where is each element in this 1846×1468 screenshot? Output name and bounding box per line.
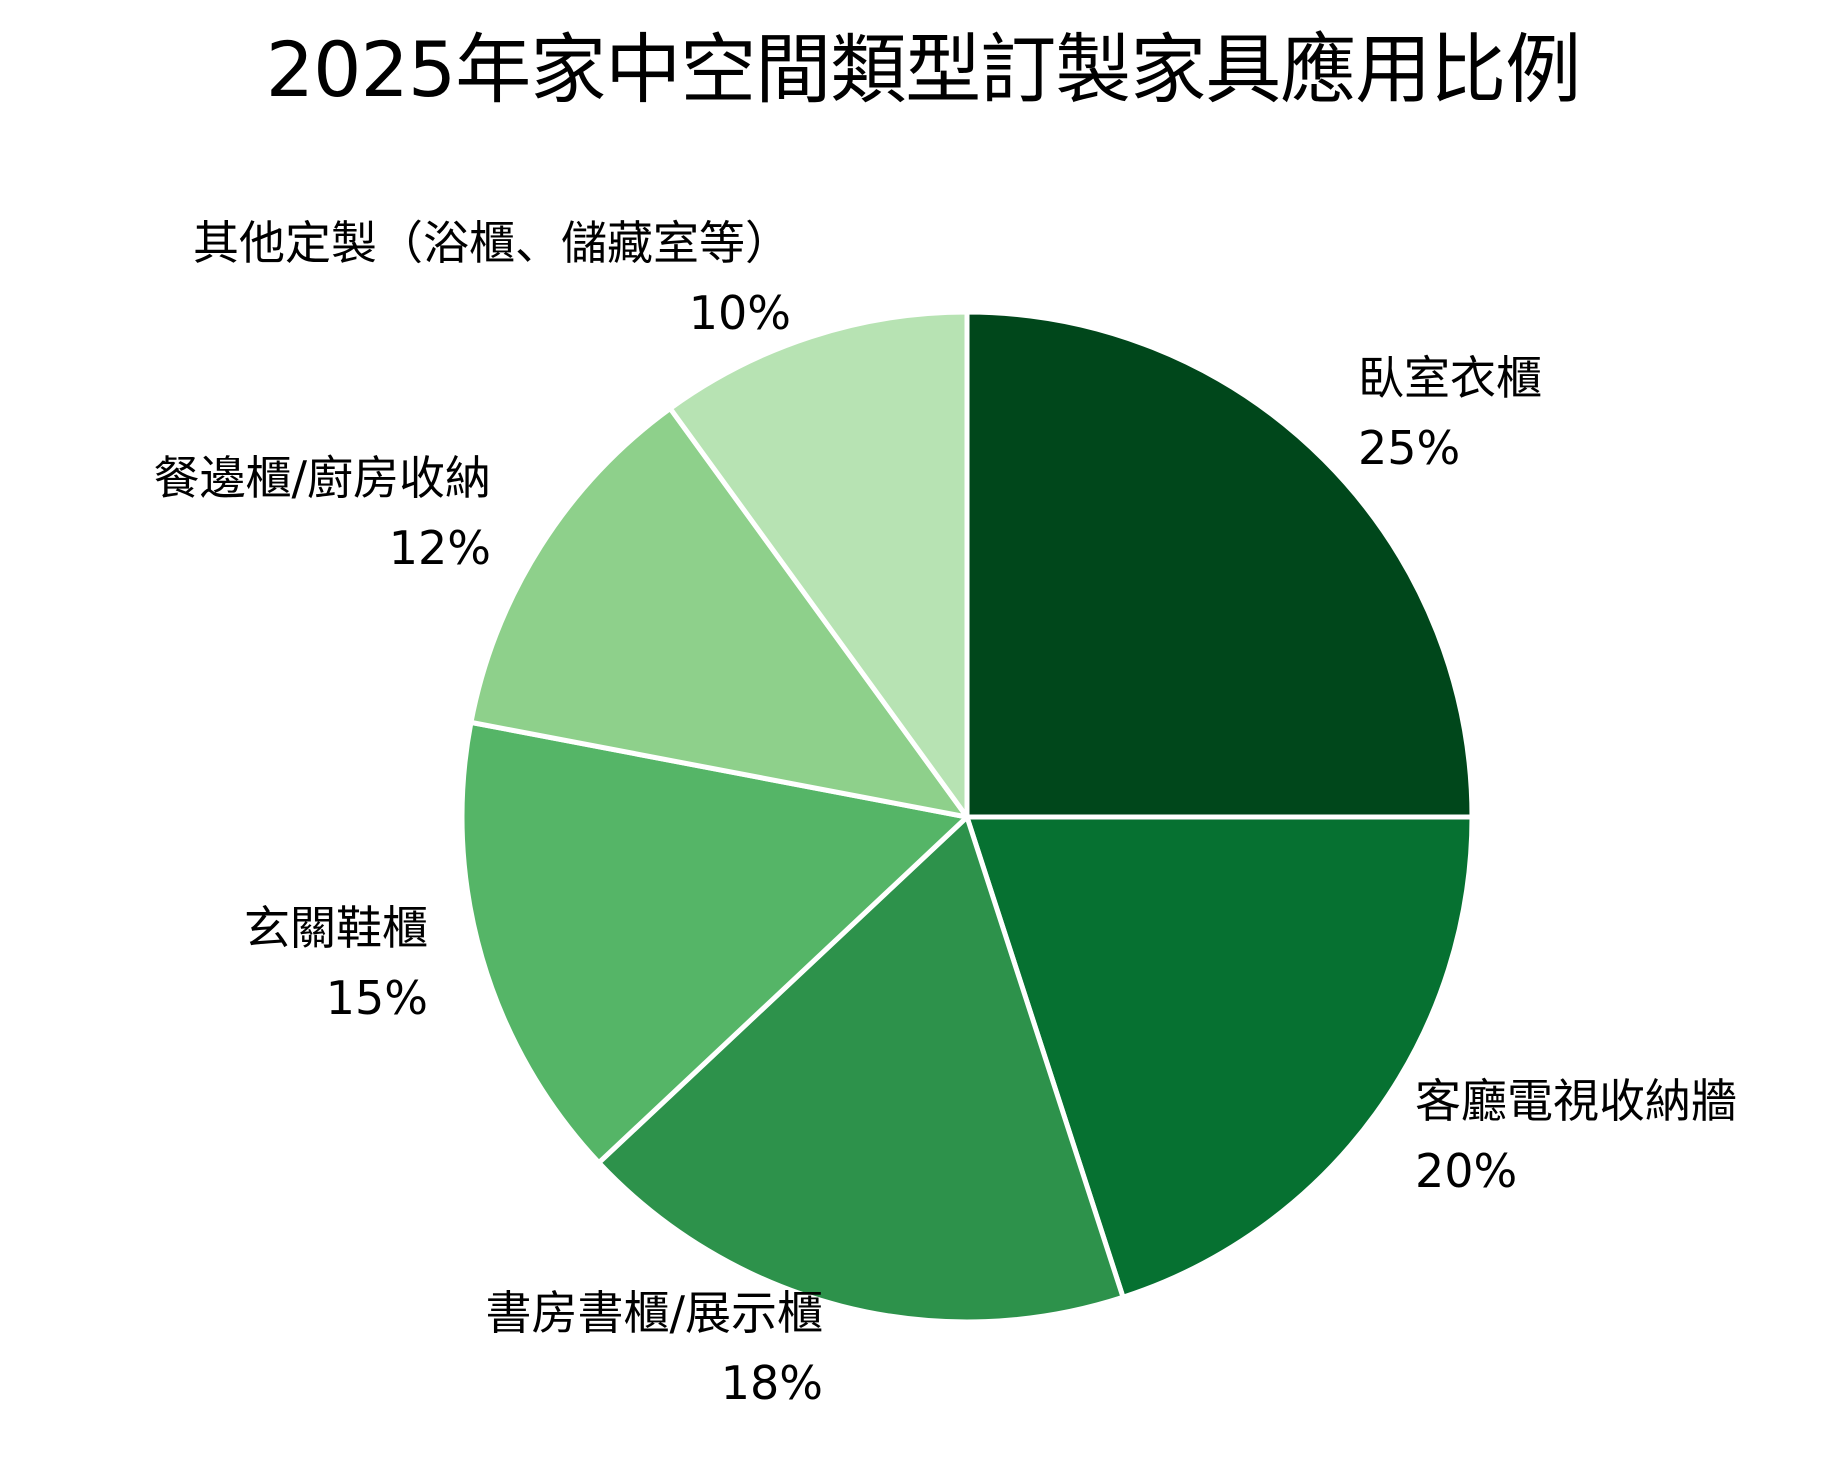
slice-label-name: 其他定製（浴櫃、儲藏室等） [193, 216, 791, 270]
slice-label-percent: 10% [688, 286, 791, 340]
slice-label-bedroom: 臥室衣櫃 25% [1358, 343, 1542, 483]
pie-slice-entryway [459, 719, 970, 1166]
slice-label-name: 臥室衣櫃 [1358, 351, 1542, 405]
pie-slice-bedroom [964, 309, 1475, 820]
slice-label-other: 其他定製（浴櫃、儲藏室等） 10% [193, 208, 791, 348]
pie-slice-living-room [964, 814, 1475, 1300]
pie-slice-study [596, 814, 1126, 1325]
slice-label-living-room: 客廳電視收納牆 20% [1415, 1066, 1737, 1206]
chart-title: 2025年家中空間類型訂製家具應用比例 [265, 25, 1581, 114]
pie-slice-kitchen [468, 405, 970, 820]
slice-label-percent: 20% [1415, 1144, 1518, 1198]
slice-label-percent: 18% [720, 1356, 823, 1410]
slice-label-study: 書房書櫃/展示櫃 18% [486, 1278, 824, 1418]
slice-label-name: 餐邊櫃/廚房收納 [153, 451, 492, 505]
slice-label-name: 客廳電視收納牆 [1415, 1074, 1737, 1128]
slice-label-kitchen: 餐邊櫃/廚房收納 12% [154, 443, 492, 583]
slice-label-percent: 15% [325, 971, 428, 1025]
slice-label-name: 書房書櫃/展示櫃 [485, 1286, 824, 1340]
pie-slice-other [667, 309, 970, 820]
slice-label-percent: 25% [1358, 421, 1461, 475]
slice-label-name: 玄關鞋櫃 [244, 901, 428, 955]
slice-label-entryway: 玄關鞋櫃 15% [244, 893, 428, 1033]
slice-label-percent: 12% [388, 521, 491, 575]
